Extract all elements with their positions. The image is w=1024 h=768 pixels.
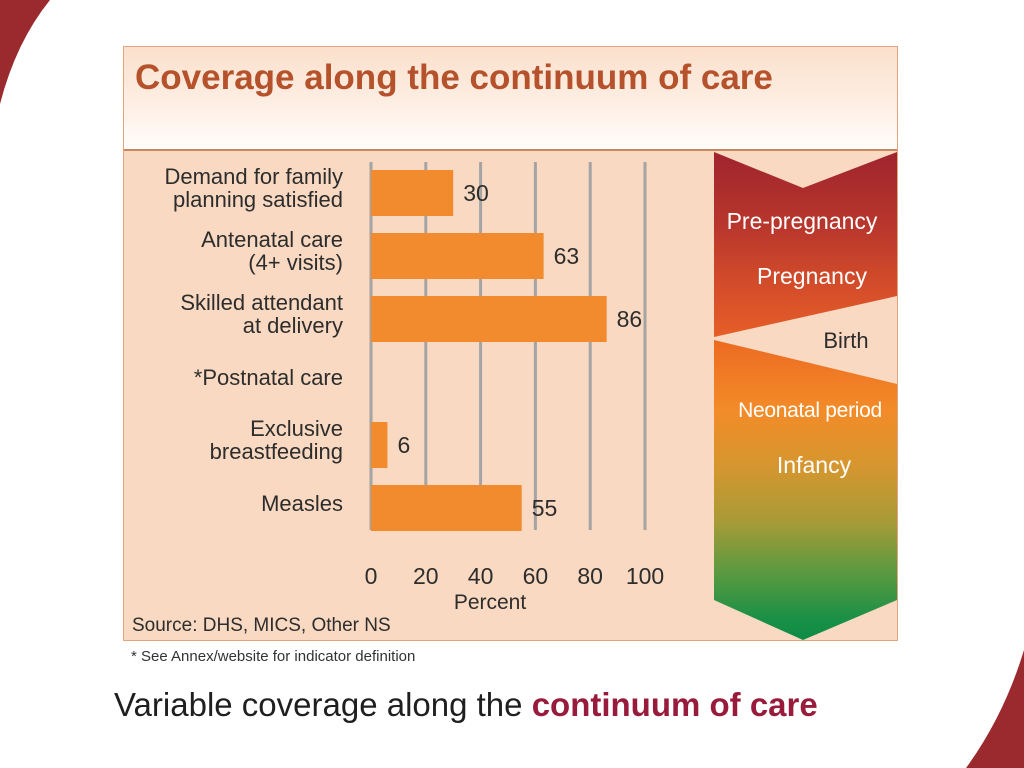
category-label: Antenatal care (4+ visits) [201, 227, 343, 275]
slide-caption: Variable coverage along the continuum of… [114, 686, 818, 724]
figure-title-bar: Coverage along the continuum of care [124, 47, 897, 151]
stage-label-infancy: Infancy [777, 452, 852, 478]
chart-title: Coverage along the continuum of care [135, 58, 773, 97]
continuum-segment-pregnancy [714, 152, 897, 337]
corner-accent-bottom-right [966, 650, 1024, 768]
category-label-line: Exclusive [250, 416, 343, 441]
category-label: Demand for family planning satisfied [164, 164, 343, 212]
category-label-line: Skilled attendant [180, 290, 343, 315]
x-axis-label: Percent [454, 591, 527, 614]
bar [371, 422, 388, 468]
bar [371, 296, 607, 342]
category-label: *Postnatal care [194, 365, 343, 390]
x-tick-label: 0 [365, 563, 378, 589]
bar-value-label: 30 [463, 180, 489, 206]
category-label-line: *Postnatal care [194, 365, 343, 390]
category-label: Exclusive breastfeeding [210, 416, 343, 464]
stage-label-pre-pregnancy: Pre-pregnancy [727, 208, 878, 234]
bars [371, 170, 607, 531]
caption-text: Variable coverage along the [114, 686, 532, 723]
bar [371, 485, 522, 531]
x-tick-label: 100 [626, 563, 664, 589]
bar-value-label: 55 [532, 495, 558, 521]
bar-value-label: 86 [617, 306, 643, 332]
category-labels: Demand for family planning satisfied Anten… [164, 164, 343, 516]
x-tick-label: 20 [413, 563, 439, 589]
category-label-line: Antenatal care [201, 227, 343, 252]
category-label: Measles [261, 491, 343, 516]
x-axis-ticks: 0 20 40 60 80 100 [365, 563, 665, 589]
x-tick-label: 40 [468, 563, 494, 589]
category-label-line: Measles [261, 491, 343, 516]
gridlines [369, 162, 647, 530]
footnote: * See Annex/website for indicator defini… [131, 648, 416, 665]
bar [371, 233, 544, 279]
source-note: Source: DHS, MICS, Other NS [132, 615, 391, 636]
corner-accent-top-left [0, 0, 50, 104]
category-label-line: Demand for family [164, 164, 343, 189]
caption-emphasis: continuum of care [531, 686, 818, 723]
category-label: Skilled attendant at delivery [180, 290, 343, 338]
chart-plot-area: 30 63 86 6 55 Demand for family planning sati… [132, 152, 897, 640]
stage-label-birth: Birth [823, 328, 868, 353]
category-label-line: breastfeeding [210, 439, 343, 464]
category-label-line: (4+ visits) [248, 250, 343, 275]
bar [371, 170, 454, 216]
figure-panel: Coverage along the continuum of care [123, 46, 898, 641]
category-label-line: planning satisfied [173, 187, 343, 212]
continuum-segment-infancy [714, 340, 897, 640]
bar-value-labels: 30 63 86 6 55 [397, 180, 642, 521]
stage-label-pregnancy: Pregnancy [757, 263, 867, 289]
continuum-arrow: Pre-pregnancy Pregnancy Birth Neonatal p… [714, 152, 897, 640]
x-tick-label: 80 [577, 563, 603, 589]
x-tick-label: 60 [523, 563, 549, 589]
category-label-line: at delivery [243, 313, 343, 338]
bar-value-label: 6 [397, 432, 410, 458]
stage-label-neonatal-period: Neonatal period [738, 399, 882, 422]
bar-value-label: 63 [554, 243, 580, 269]
